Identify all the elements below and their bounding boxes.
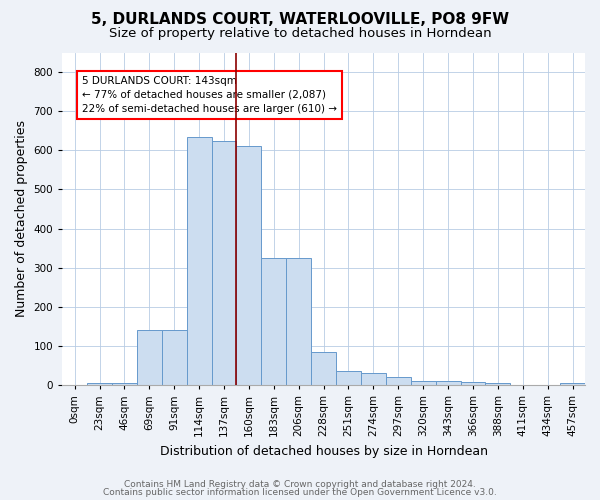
Bar [386,377,411,385]
X-axis label: Distribution of detached houses by size in Horndean: Distribution of detached houses by size … [160,444,488,458]
Bar [411,381,436,385]
Bar [137,330,162,385]
Bar [87,383,112,385]
Text: Contains public sector information licensed under the Open Government Licence v3: Contains public sector information licen… [103,488,497,497]
Bar [436,381,461,385]
Bar [162,330,187,385]
Bar [311,352,336,385]
Bar [361,374,386,385]
Bar [236,146,262,385]
Text: Size of property relative to detached houses in Horndean: Size of property relative to detached ho… [109,28,491,40]
Bar [112,383,137,385]
Text: 5, DURLANDS COURT, WATERLOOVILLE, PO8 9FW: 5, DURLANDS COURT, WATERLOOVILLE, PO8 9F… [91,12,509,28]
Y-axis label: Number of detached properties: Number of detached properties [15,120,28,318]
Bar [485,383,511,385]
Bar [286,258,311,385]
Bar [560,383,585,385]
Text: Contains HM Land Registry data © Crown copyright and database right 2024.: Contains HM Land Registry data © Crown c… [124,480,476,489]
Bar [336,372,361,385]
Bar [212,140,236,385]
Bar [262,258,286,385]
Bar [461,382,485,385]
Text: 5 DURLANDS COURT: 143sqm
← 77% of detached houses are smaller (2,087)
22% of sem: 5 DURLANDS COURT: 143sqm ← 77% of detach… [82,76,337,114]
Bar [187,136,212,385]
